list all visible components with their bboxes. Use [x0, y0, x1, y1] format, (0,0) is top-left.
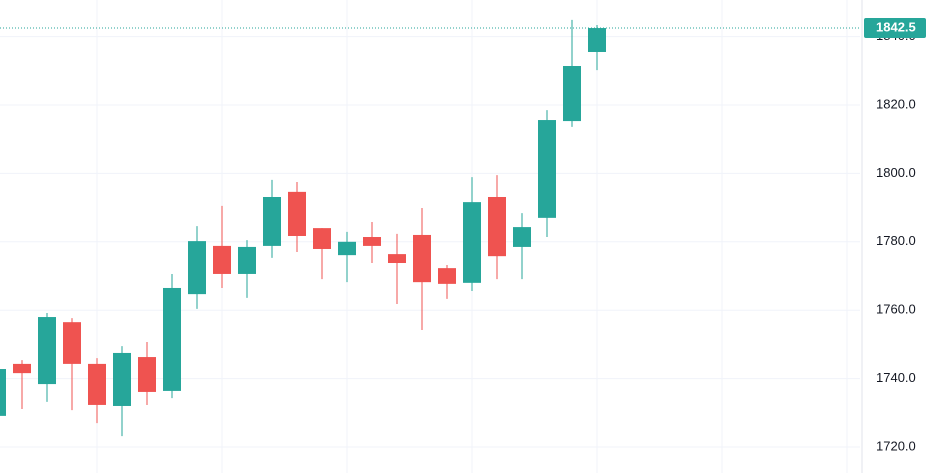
candle-body: [538, 120, 556, 218]
candle-body: [463, 202, 481, 283]
candle-body: [88, 363, 106, 405]
candle-body: [388, 254, 406, 264]
candle-body: [213, 245, 231, 274]
last-price-badge: [864, 18, 926, 39]
candle-body: [563, 66, 581, 122]
y-tick-label: 1720.0: [876, 438, 916, 453]
candle-body: [188, 241, 206, 295]
candle-body: [113, 352, 131, 406]
candle-body: [38, 317, 56, 385]
candle-body: [0, 369, 6, 416]
candle-body: [263, 196, 281, 246]
y-tick-label: 1760.0: [876, 302, 916, 317]
candle-body: [238, 246, 256, 274]
candle-body: [363, 237, 381, 246]
candle-body: [338, 241, 356, 256]
candle-body: [438, 268, 456, 284]
candle-body: [588, 28, 606, 52]
candle-body: [163, 287, 181, 391]
y-tick-label: 1780.0: [876, 233, 916, 248]
y-tick-label: 1820.0: [876, 96, 916, 111]
candle-body: [413, 234, 431, 283]
y-tick-label: 1740.0: [876, 370, 916, 385]
candle-body: [488, 196, 506, 257]
candle-body: [63, 322, 81, 364]
candle-body: [288, 191, 306, 236]
candle-body: [313, 228, 331, 249]
last-price-label: 1842.5: [876, 19, 916, 34]
candle-body: [138, 357, 156, 392]
candle-body: [13, 363, 31, 374]
y-tick-label: 1800.0: [876, 165, 916, 180]
candle-body: [513, 227, 531, 247]
